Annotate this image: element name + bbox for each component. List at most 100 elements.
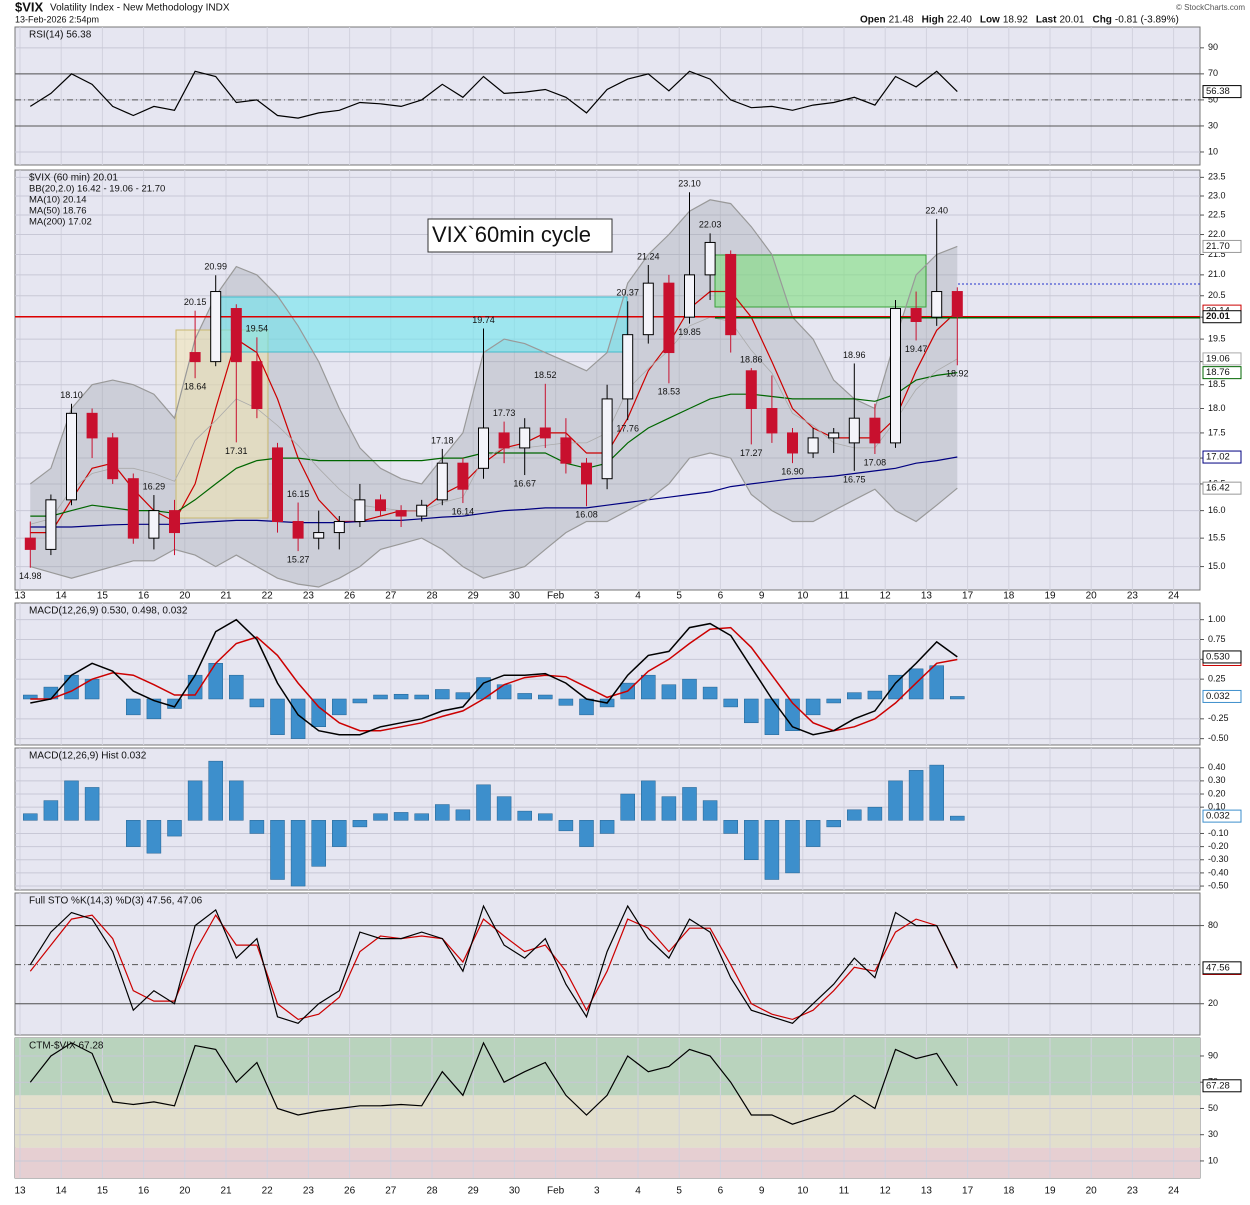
value-tag-label: 18.76 [1206, 367, 1230, 378]
value-tag [1202, 481, 1242, 495]
candle-body [313, 532, 325, 539]
y-tick-label: -0.10 [1208, 828, 1229, 838]
high-label: 19.74 [472, 315, 495, 325]
y-tick-label: 0.30 [1208, 775, 1226, 785]
x-tick-label: 5 [676, 1186, 682, 1197]
candle-body [457, 462, 469, 490]
histogram-bar [64, 674, 79, 700]
x-tick-label: 22 [262, 591, 274, 602]
legend-entry: BB(20,2.0) 16.42 - 19.06 - 21.70 [29, 184, 165, 195]
histogram-bar [455, 692, 471, 700]
candle-body [581, 462, 592, 485]
quote-value: 22.40 [947, 15, 972, 26]
histogram-bar [208, 760, 223, 821]
y-tick-label: 1.00 [1208, 614, 1226, 624]
histogram-bar [146, 698, 162, 720]
histogram-bar [538, 694, 553, 700]
histogram-bar [641, 674, 656, 700]
histogram-bar [641, 780, 656, 821]
candle-body [601, 398, 613, 480]
annotation: VIX`60min cycle [432, 222, 591, 247]
histogram-bar [888, 674, 903, 700]
series-line [30, 452, 958, 588]
histogram-bar [84, 787, 100, 821]
x-tick-label: 27 [385, 1186, 397, 1197]
histogram-bar [888, 780, 903, 821]
x-tick-label: 11 [839, 1186, 850, 1197]
histogram-bar [723, 820, 738, 834]
x-tick-label: 14 [56, 591, 68, 602]
panel-title: CTM-$VIX 67.28 [29, 1041, 104, 1052]
x-tick-label: 13 [921, 591, 933, 602]
quote-value: 18.92 [1003, 15, 1028, 26]
panel-title: MACD(12,26,9) 0.530, 0.498, 0.032 [29, 606, 188, 617]
quote-value: 20.01 [1059, 15, 1084, 26]
panel-background [14, 602, 1201, 746]
histogram-bar [929, 665, 944, 700]
x-tick-label: 9 [759, 591, 765, 602]
histogram-bar [950, 696, 965, 700]
low-label: 17.76 [616, 424, 639, 434]
x-tick-label: 9 [759, 1186, 765, 1197]
y-tick-label: -0.25 [1208, 713, 1229, 723]
candle-body [24, 537, 36, 550]
candle-body [663, 282, 675, 354]
high-label: 22.40 [925, 205, 948, 215]
high-label: 20.99 [204, 262, 227, 272]
histogram-bar [352, 698, 368, 704]
panel-title: $VIX (60 min) 20.01 [29, 173, 118, 184]
y-tick-label: 15.5 [1208, 533, 1226, 543]
histogram-bar [517, 810, 532, 821]
value-tag [1202, 85, 1242, 99]
series-line [30, 456, 958, 528]
y-tick-label: 0.40 [1208, 762, 1226, 772]
histogram-bar [167, 698, 182, 709]
histogram-bar [847, 809, 862, 821]
x-tick-label: 23 [303, 1186, 315, 1197]
value-tag-label: 17.02 [1206, 452, 1230, 463]
candle-body [931, 291, 943, 318]
y-tick-label: 0.75 [1208, 634, 1226, 644]
x-tick-label: 20 [1086, 591, 1098, 602]
x-tick-label: 12 [880, 591, 892, 602]
histogram-bar [455, 809, 471, 821]
value-tag-label: 16.42 [1206, 483, 1230, 494]
x-tick-label: 16 [138, 1186, 150, 1197]
x-tick-label: Feb [547, 1186, 565, 1197]
histogram-bar [929, 764, 944, 821]
histogram-bar [579, 820, 594, 847]
x-tick-label: 28 [426, 1186, 438, 1197]
low-label: 16.90 [781, 467, 804, 477]
value-tag [1202, 689, 1242, 703]
histogram-bar [744, 698, 759, 724]
x-tick-label: 6 [718, 1186, 724, 1197]
x-tick-label: 30 [509, 1186, 521, 1197]
annotation-box [427, 218, 613, 253]
histogram-bar [414, 694, 429, 700]
x-tick-label: 20 [1086, 1186, 1098, 1197]
y-tick-label: 23.0 [1208, 190, 1226, 200]
candle-body [292, 521, 304, 539]
x-tick-label: 19 [1044, 1186, 1056, 1197]
candle-body [272, 447, 283, 523]
candle-body [354, 499, 366, 523]
histogram-bar [661, 684, 677, 700]
low-label: 15.27 [287, 554, 310, 564]
high-label: 16.15 [287, 489, 310, 499]
histogram-bar [682, 678, 697, 700]
low-label: 17.08 [864, 457, 887, 467]
y-tick-label: 18.5 [1208, 379, 1226, 389]
x-tick-label: 23 [1127, 1186, 1139, 1197]
x-tick-label: 19 [1044, 591, 1056, 602]
legend-entry: MA(50) 18.76 [29, 206, 87, 217]
candle-body [127, 478, 139, 539]
x-tick-label: 5 [676, 591, 682, 602]
panel-title: RSI(14) 56.38 [29, 30, 92, 41]
high-label: 23.10 [678, 179, 701, 189]
quote-value: -0.81 (-3.89%) [1115, 15, 1179, 26]
x-tick-label: 3 [594, 591, 600, 602]
y-tick-label: 0.20 [1208, 788, 1226, 798]
series-line [29, 70, 958, 119]
panel-background [14, 892, 1201, 1036]
value-tag [1202, 352, 1242, 366]
